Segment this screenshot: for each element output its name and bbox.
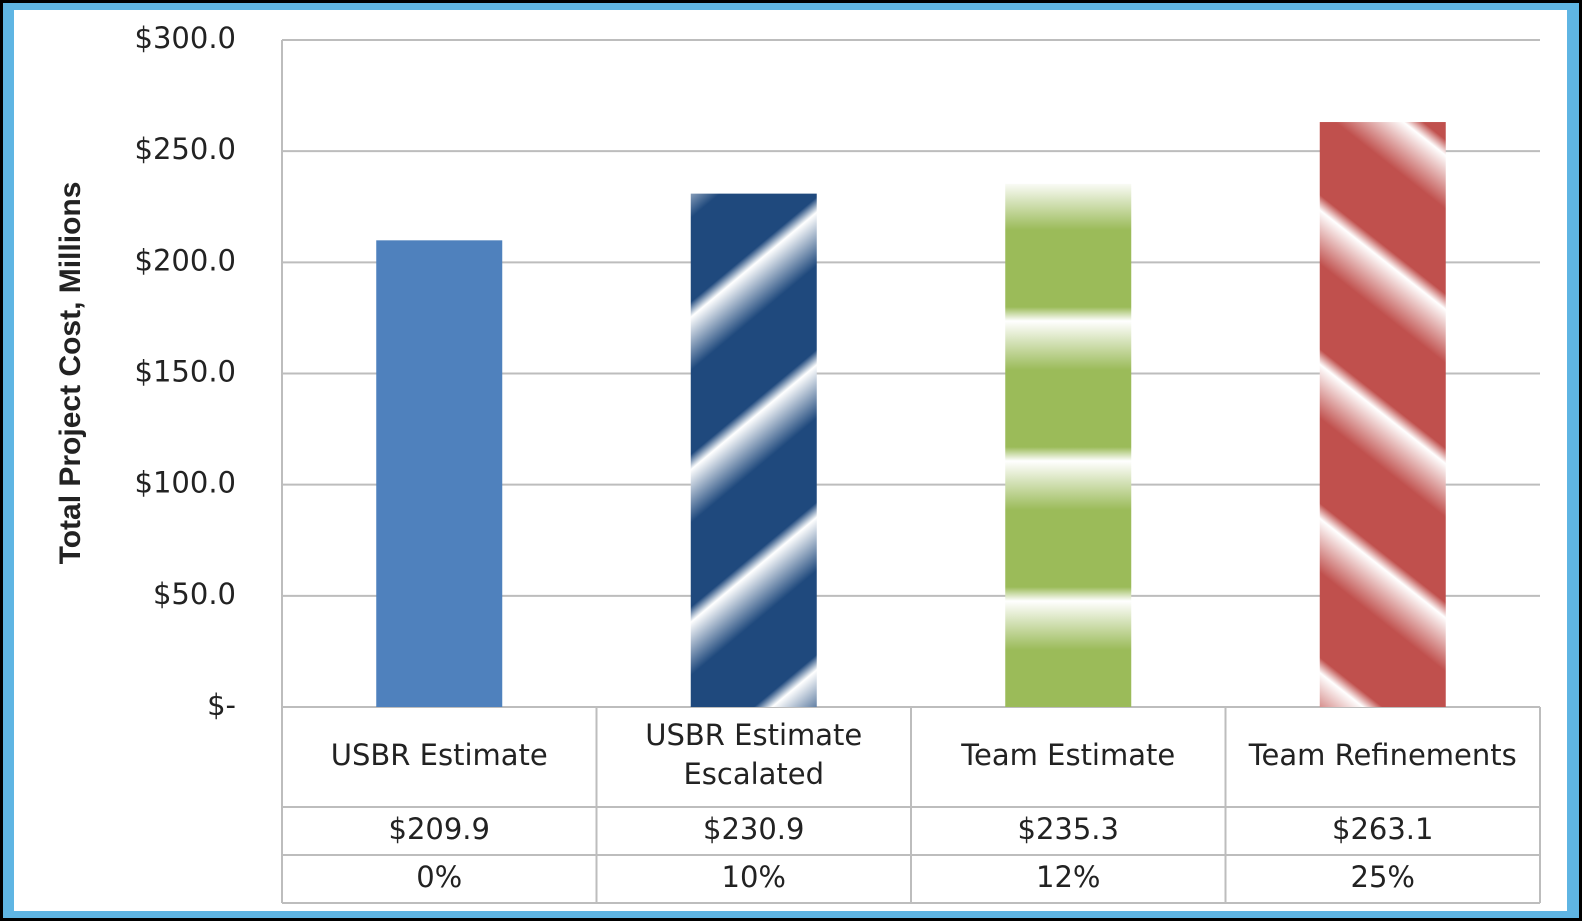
x-tick-label: Team Refinements xyxy=(1248,738,1517,772)
bar xyxy=(376,240,503,707)
value-label: $235.3 xyxy=(1018,812,1119,846)
y-tick-label: $200.0 xyxy=(135,243,236,277)
bar xyxy=(690,193,817,708)
y-tick-label: $100.0 xyxy=(135,466,236,500)
x-tick-label: USBR Estimate Escalated xyxy=(645,718,862,791)
change-label: 0% xyxy=(416,860,462,894)
value-label: $209.9 xyxy=(389,812,490,846)
change-label: 10% xyxy=(722,860,786,894)
y-tick-label: $300.0 xyxy=(135,21,236,55)
bar xyxy=(1005,183,1132,707)
value-label: $230.9 xyxy=(703,812,804,846)
change-label: 12% xyxy=(1036,860,1100,894)
x-tick-label: USBR Estimate xyxy=(331,738,548,772)
value-label: $263.1 xyxy=(1332,812,1433,846)
y-tick-label: $250.0 xyxy=(135,132,236,166)
y-tick-label: $150.0 xyxy=(135,355,236,389)
y-tick-label: $50.0 xyxy=(153,577,236,611)
change-label: 25% xyxy=(1351,860,1415,894)
bar xyxy=(1319,122,1446,707)
y-axis-title: Total Project Cost, Millions xyxy=(54,182,87,565)
x-tick-label: Team Estimate xyxy=(960,738,1175,772)
y-tick-label: $- xyxy=(207,688,236,722)
